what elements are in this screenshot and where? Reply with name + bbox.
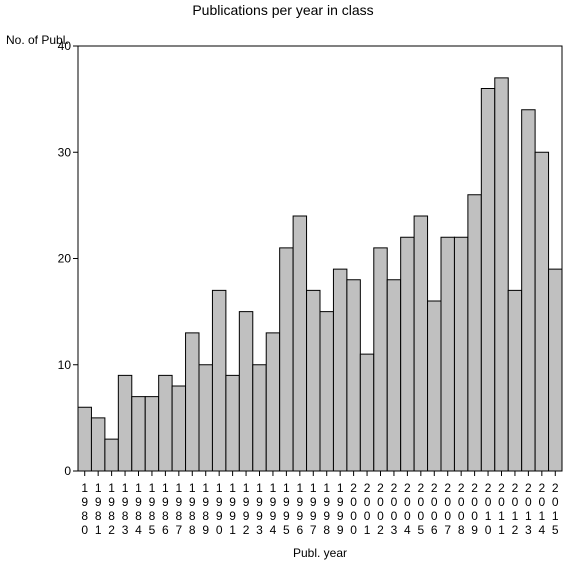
- bar-2006: [427, 300, 442, 472]
- bar-2009: [467, 194, 482, 472]
- y-tick-label: 0: [64, 464, 71, 478]
- bar-1993: [252, 364, 267, 472]
- bar-1983: [117, 374, 133, 472]
- bar-2011: [494, 77, 509, 472]
- bar-1986: [158, 374, 173, 472]
- x-ticks-group: 1 9 8 0 1 9 8 1 1 9 8 2 1 9 8 3 1 9 8 4 1 9 8 5 1 9 8 6 1 9 8 7 1 9 8 8 1 9 8 9…: [81, 471, 559, 537]
- bar-2000: [346, 279, 361, 472]
- bar-1981: [90, 417, 106, 472]
- bar-2003: [386, 279, 402, 472]
- bar-2007: [440, 236, 455, 472]
- y-tick-label: 40: [58, 39, 72, 53]
- bar-1985: [144, 396, 160, 472]
- bar-1988: [185, 332, 200, 472]
- bar-1984: [131, 396, 146, 472]
- y-ticks-group: 0 10 20 30 40: [58, 39, 78, 478]
- y-tick-label: 10: [58, 358, 72, 372]
- bar-2005: [413, 215, 429, 472]
- bar-1991: [225, 374, 240, 472]
- bar-2010: [480, 88, 496, 472]
- bar-1980: [77, 406, 92, 472]
- bar-1997: [306, 289, 321, 472]
- bar-1989: [198, 364, 213, 472]
- bars-group: [77, 77, 563, 472]
- bar-2001: [359, 353, 375, 472]
- bar-1987: [171, 385, 187, 472]
- y-axis-label: No. of Publ.: [6, 33, 69, 47]
- bar-2013: [521, 109, 536, 472]
- bar-2012: [507, 289, 523, 472]
- bar-2015: [548, 268, 563, 472]
- bar-2014: [534, 151, 550, 472]
- bar-2008: [453, 236, 469, 472]
- bar-2002: [373, 247, 388, 472]
- bar-1998: [319, 311, 334, 472]
- plot-frame: [77, 45, 563, 472]
- y-tick-label: 30: [58, 145, 72, 159]
- bar-1992: [238, 311, 254, 472]
- bar-1995: [279, 247, 294, 472]
- y-tick-label: 20: [58, 252, 72, 266]
- bar-2004: [400, 236, 415, 472]
- bar-1982: [104, 438, 119, 472]
- x-axis-label: Publ. year: [293, 546, 347, 560]
- bar-1990: [211, 289, 227, 472]
- bar-1996: [292, 215, 308, 472]
- chart-title: Publications per year in class: [192, 2, 373, 18]
- bar-1994: [265, 332, 281, 472]
- bar-1999: [332, 268, 348, 472]
